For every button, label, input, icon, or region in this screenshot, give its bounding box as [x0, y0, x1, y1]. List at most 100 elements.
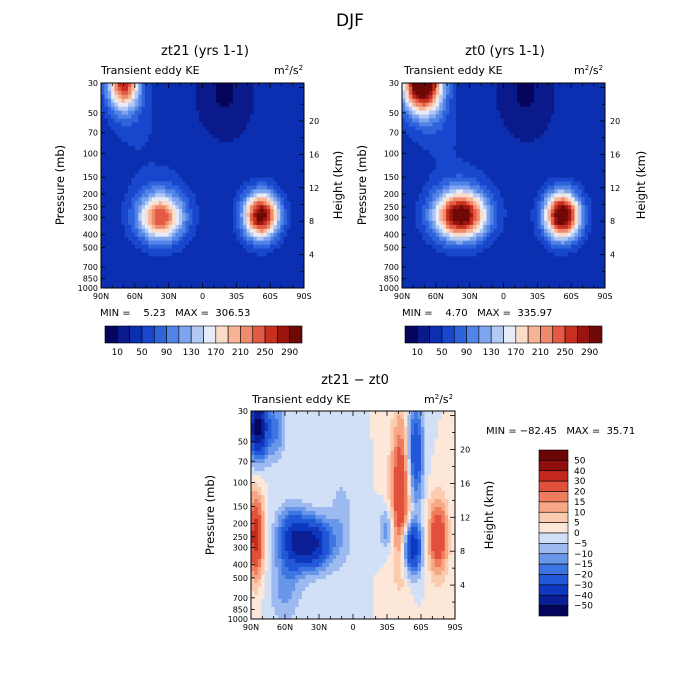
- contour-cell: [506, 90, 511, 96]
- contour-cell: [550, 177, 555, 182]
- contour-cell: [510, 118, 515, 123]
- contour-cell: [229, 260, 234, 265]
- contour-cell: [188, 142, 193, 147]
- contour-cell: [111, 264, 115, 269]
- contour-cell: [588, 98, 592, 104]
- contour-cell: [445, 185, 450, 190]
- contour-cell: [588, 146, 592, 151]
- contour-cell: [449, 102, 454, 108]
- contour-cell: [249, 157, 254, 163]
- contour-cell: [486, 134, 491, 139]
- contour-cell: [273, 189, 278, 194]
- contour-cell: [405, 102, 410, 108]
- contour-cell: [523, 146, 528, 151]
- contour-cell: [117, 217, 122, 222]
- contour-cell: [209, 83, 214, 88]
- contour-cell: [287, 142, 291, 147]
- contour-cell: [594, 142, 599, 147]
- contour-cell: [172, 83, 176, 88]
- contour-cell: [412, 98, 416, 104]
- contour-cell: [287, 228, 291, 234]
- contour-cell: [276, 228, 281, 234]
- contour-cell: [165, 173, 170, 179]
- contour-cell: [283, 236, 288, 242]
- contour-cell: [128, 185, 132, 190]
- contour-cell: [239, 256, 244, 261]
- contour-cell: [496, 169, 501, 175]
- contour-cell: [131, 228, 136, 234]
- contour-cell: [168, 228, 173, 234]
- contour-cell: [128, 165, 132, 171]
- contour-cell: [584, 138, 589, 143]
- contour-cell: [601, 181, 606, 186]
- contour-cell: [456, 142, 460, 147]
- contour-cell: [422, 197, 427, 202]
- contour-cell: [422, 161, 427, 167]
- contour-cell: [567, 86, 572, 92]
- contour-cell: [226, 106, 230, 111]
- contour-cell: [141, 201, 146, 206]
- contour-cell: [594, 98, 599, 104]
- contour-cell: [172, 248, 176, 253]
- contour-cell: [236, 130, 241, 135]
- contour-cell: [283, 197, 288, 202]
- contour-cell: [175, 126, 180, 131]
- contour-cell: [435, 110, 440, 115]
- contour-cell: [246, 102, 251, 108]
- contour-cell: [594, 134, 599, 139]
- contour-cell: [283, 177, 288, 182]
- contour-cell: [506, 106, 511, 111]
- contour-cell: [175, 90, 180, 96]
- contour-cell: [212, 264, 217, 269]
- contour-cell: [236, 146, 241, 151]
- contour-cell: [270, 134, 274, 139]
- contour-cell: [554, 146, 559, 151]
- contour-cell: [584, 146, 589, 151]
- contour-cell: [412, 165, 416, 171]
- contour-cell: [456, 122, 460, 127]
- contour-cell: [476, 153, 481, 159]
- contour-cell: [246, 165, 251, 171]
- contour-cell: [561, 142, 565, 147]
- contour-cell: [523, 98, 528, 104]
- contour-cell: [172, 98, 176, 104]
- contour-cell: [161, 118, 166, 123]
- contour-cell: [280, 205, 285, 210]
- contour-cell: [131, 165, 136, 171]
- contour-cell: [239, 197, 244, 202]
- contour-cell: [530, 98, 535, 104]
- contour-cell: [290, 240, 295, 246]
- contour-cell: [571, 106, 575, 111]
- contour-cell: [131, 220, 136, 226]
- contour-cell: [199, 177, 203, 182]
- contour-cell: [473, 130, 477, 135]
- contour-cell: [510, 134, 515, 139]
- contour-cell: [442, 181, 447, 186]
- contour-cell: [199, 248, 203, 253]
- contour-cell: [283, 213, 288, 218]
- contour-cell: [530, 114, 535, 119]
- contour-cell: [226, 94, 230, 100]
- contour-cell: [287, 110, 291, 115]
- contour-cell: [141, 248, 146, 253]
- contour-cell: [561, 122, 565, 127]
- contour-cell: [273, 240, 278, 246]
- contour-cell: [591, 185, 596, 190]
- contour-cell: [134, 134, 139, 139]
- contour-cell: [185, 122, 190, 127]
- contour-cell: [425, 130, 430, 135]
- contour-cell: [260, 197, 264, 202]
- contour-cell: [202, 161, 207, 167]
- contour-cell: [182, 126, 186, 131]
- contour-cell: [290, 205, 295, 210]
- colorbar-label: 130: [183, 348, 200, 358]
- contour-cell: [192, 114, 197, 119]
- contour-cell: [503, 134, 508, 139]
- contour-cell: [297, 205, 302, 210]
- contour-cell: [544, 181, 548, 186]
- contour-cell: [236, 224, 241, 230]
- colorbar-label: 50: [136, 348, 148, 358]
- contour-cell: [182, 185, 186, 190]
- contour-cell: [571, 110, 575, 115]
